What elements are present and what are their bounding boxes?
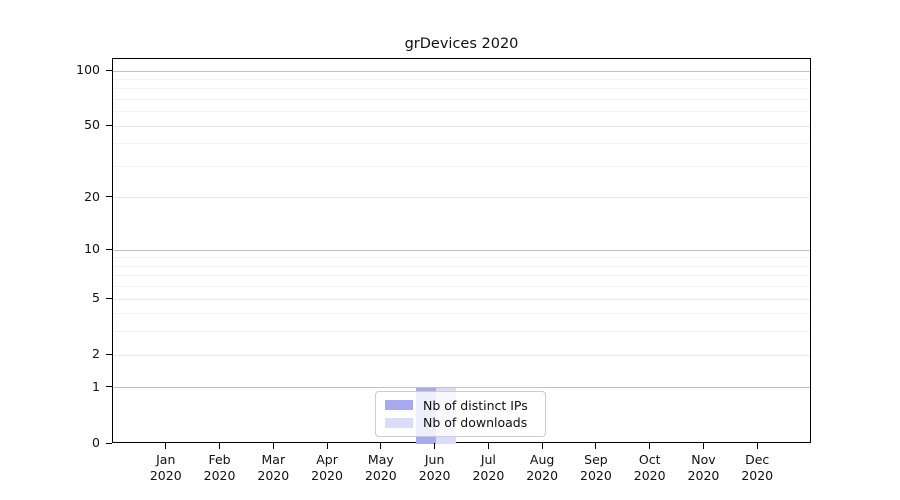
x-tick-mark-sep (595, 443, 597, 449)
x-tick-label-sep: Sep 2020 (580, 452, 612, 483)
y-tick-label-0: 0 (92, 435, 100, 450)
y-tick-label-50: 50 (84, 117, 100, 133)
gridline-minor-4 (113, 313, 810, 315)
y-tick-label-10: 10 (84, 241, 100, 257)
x-tick-label-jun: Jun 2020 (418, 452, 451, 483)
gridline-1 (113, 387, 810, 389)
gridline-minor-9 (113, 257, 810, 259)
x-tick-mark-may (380, 443, 382, 449)
x-tick-mark-jun (434, 443, 436, 449)
x-tick-label-may: May 2020 (364, 452, 397, 483)
legend-label-downloads: Nb of downloads (423, 415, 528, 431)
gridline-minor-30 (113, 165, 810, 167)
legend-item-distinct-ips: Nb of distinct IPs (385, 398, 536, 413)
y-tick-label-100: 100 (76, 62, 100, 77)
gridline-minor-90 (113, 78, 810, 80)
chart-title: grDevices 2020 (404, 36, 519, 52)
y-tick-mark-1 (106, 386, 112, 388)
x-tick-label-feb: Feb 2020 (203, 452, 236, 483)
gridline-100 (113, 70, 810, 72)
y-tick-mark-5 (106, 297, 112, 299)
y-tick-mark-20 (106, 196, 112, 198)
gridline-2 (113, 354, 810, 356)
y-tick-label-2: 2 (92, 346, 100, 362)
plot-area: Nb of distinct IPs Nb of downloads (112, 58, 811, 444)
x-tick-mark-apr (326, 443, 328, 449)
legend-swatch-downloads (385, 417, 413, 428)
gridline-50 (113, 125, 810, 127)
y-tick-mark-50 (106, 124, 112, 126)
gridline-minor-70 (113, 98, 810, 100)
x-tick-label-apr: Apr 2020 (311, 452, 343, 483)
gridline-minor-8 (113, 265, 810, 267)
y-tick-mark-2 (106, 353, 112, 355)
x-tick-label-oct: Oct 2020 (633, 452, 666, 483)
gridline-minor-6 (113, 286, 810, 288)
x-tick-mark-jan (165, 443, 167, 449)
legend-swatch-distinct-ips (385, 400, 413, 411)
y-tick-mark-0 (106, 442, 112, 444)
gridline-10 (113, 249, 810, 251)
x-tick-mark-dec (756, 443, 758, 449)
x-tick-label-jan: Jan 2020 (149, 452, 182, 483)
x-tick-mark-nov (702, 443, 704, 449)
x-tick-label-dec: Dec 2020 (741, 452, 774, 483)
gridline-minor-40 (113, 143, 810, 145)
y-tick-label-20: 20 (84, 188, 100, 204)
x-tick-label-nov: Nov 2020 (687, 452, 720, 483)
gridline-5 (113, 298, 810, 300)
x-tick-mark-jul (487, 443, 489, 449)
x-tick-mark-mar (272, 443, 274, 449)
legend-label-distinct-ips: Nb of distinct IPs (423, 397, 528, 413)
y-tick-label-5: 5 (92, 290, 100, 306)
legend-item-downloads: Nb of downloads (385, 415, 536, 430)
x-tick-label-jul: Jul 2020 (472, 452, 505, 483)
x-tick-label-mar: Mar 2020 (257, 452, 290, 483)
gridline-minor-7 (113, 275, 810, 277)
y-tick-mark-100 (106, 69, 112, 71)
x-tick-mark-aug (541, 443, 543, 449)
x-tick-mark-feb (219, 443, 221, 449)
legend: Nb of distinct IPs Nb of downloads (375, 391, 546, 437)
x-tick-label-aug: Aug 2020 (526, 452, 559, 483)
y-tick-mark-10 (106, 248, 112, 250)
gridline-20 (113, 197, 810, 199)
x-tick-mark-oct (649, 443, 651, 449)
gridline-minor-60 (113, 111, 810, 113)
gridline-minor-3 (113, 331, 810, 333)
gridline-minor-80 (113, 88, 810, 90)
y-tick-label-1: 1 (92, 378, 100, 394)
